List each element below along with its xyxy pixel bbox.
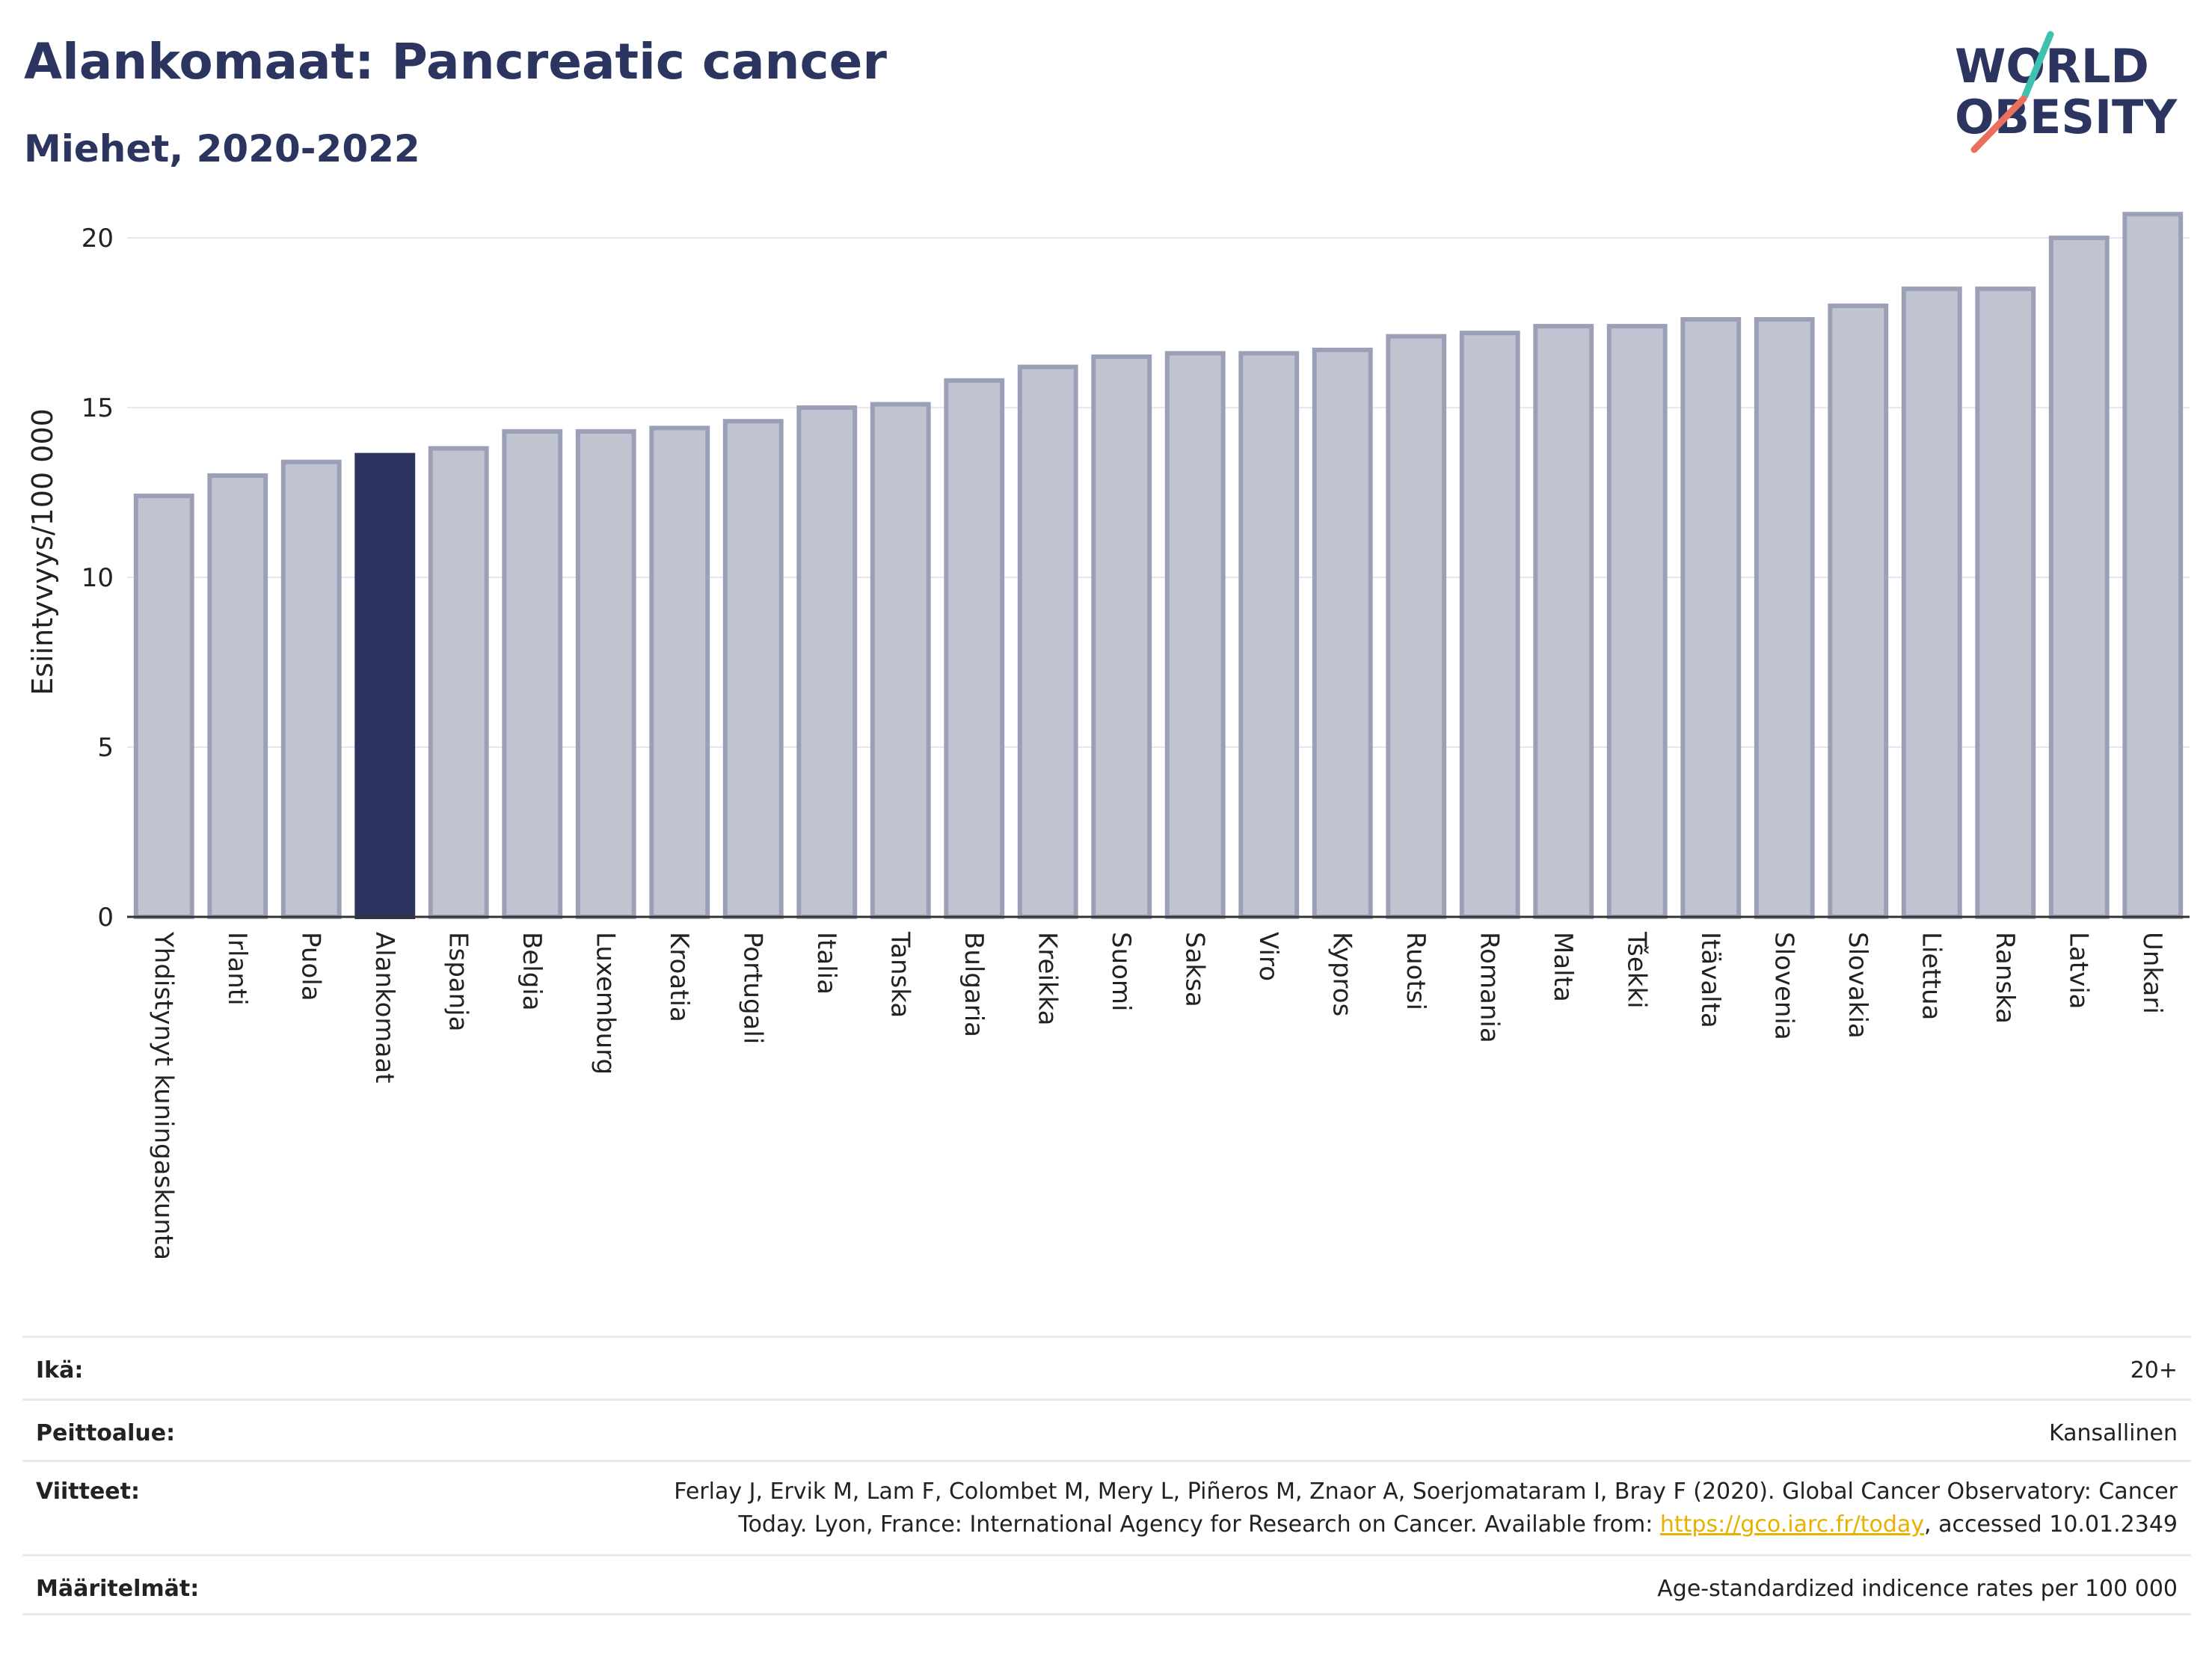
- bar: [870, 402, 931, 919]
- x-tick-label: Unkari: [2137, 932, 2167, 1014]
- bar: [575, 429, 636, 919]
- y-tick-label: 15: [82, 393, 114, 423]
- bar: [796, 405, 858, 919]
- bar-chart: 0 5 10 15 20 Esiintyvyys/100 000 Yhdistynyt ku…: [26, 212, 2190, 1260]
- bar: [944, 378, 1005, 919]
- x-tick-label: Puola: [295, 932, 325, 1001]
- bar: [1754, 317, 1815, 919]
- bar: [1606, 324, 1668, 920]
- y-tick-label: 5: [97, 733, 114, 763]
- x-tick-label: Latvia: [2063, 932, 2093, 1010]
- x-tick-label: Irlanti: [222, 932, 252, 1006]
- footer-row-coverage: Peittoalue: Kansallinen: [22, 1398, 2191, 1460]
- references-line-2: Today. Lyon, France: International Agenc…: [738, 1511, 1660, 1538]
- footer-row-references: Viitteet: Ferlay J, Ervik M, Lam F, Colo…: [22, 1460, 2191, 1554]
- x-tick-label: Slovakia: [1843, 932, 1872, 1039]
- bar: [1680, 317, 1742, 919]
- bar: [1164, 351, 1226, 919]
- references-line-1: Ferlay J, Ervik M, Lam F, Colombet M, Me…: [674, 1479, 2178, 1505]
- x-tick-label: Belgia: [517, 932, 547, 1011]
- bar-highlighted: [354, 452, 416, 919]
- bar: [428, 446, 489, 919]
- bar: [1238, 351, 1300, 919]
- bar: [1017, 364, 1078, 919]
- bar: [1312, 347, 1373, 920]
- chart-footer: Ikä: 20+ Peittoalue: Kansallinen Viittee…: [22, 1336, 2191, 1615]
- bar: [1091, 354, 1152, 919]
- footer-row-definitions: Määritelmät: Age-standardized indicence …: [22, 1554, 2191, 1615]
- x-tick-label: Itävalta: [1695, 932, 1725, 1028]
- y-axis-label: Esiintyvyys/100 000: [26, 408, 59, 696]
- page-subtitle: Miehet, 2020-2022: [24, 127, 420, 171]
- x-tick-label: Kroatia: [664, 932, 694, 1022]
- bar: [502, 429, 563, 919]
- bar: [722, 419, 784, 919]
- x-tick-label: Suomi: [1106, 932, 1136, 1012]
- bar: [1386, 334, 1447, 919]
- references-label: Viitteet:: [36, 1479, 140, 1505]
- x-tick-label: Portugali: [737, 932, 767, 1044]
- x-tick-label: Slovenia: [1769, 932, 1798, 1040]
- x-tick-label: Romania: [1474, 932, 1504, 1043]
- x-tick-label: Italia: [811, 932, 841, 995]
- x-tick-label: Viro: [1253, 932, 1283, 981]
- x-tick-label: Alankomaat: [369, 932, 399, 1084]
- x-tick-label: Ruotsi: [1401, 932, 1431, 1010]
- x-tick-label: Tanska: [885, 931, 915, 1018]
- logo-slash-coral: [1970, 95, 2027, 153]
- bar: [1828, 303, 1889, 919]
- x-tick-label: Yhdistynyt kuningaskunta: [148, 931, 178, 1260]
- definitions-value: Age-standardized indicence rates per 100…: [1657, 1576, 2178, 1602]
- age-label: Ikä:: [36, 1357, 84, 1384]
- logo-slash-teal: [2021, 31, 2054, 99]
- footer-row-age: Ikä: 20+: [22, 1336, 2191, 1398]
- bar: [1975, 286, 2036, 919]
- x-tick-label: Luxemburg: [590, 932, 620, 1075]
- x-tick-label: Saksa: [1179, 932, 1209, 1007]
- age-value: 20+: [2130, 1357, 2178, 1384]
- bar: [280, 459, 342, 919]
- x-tick-label: Malta: [1548, 932, 1578, 1002]
- bar: [649, 426, 710, 919]
- y-tick-label: 20: [82, 224, 114, 254]
- references-accessed: , accessed 10.01.2349: [1924, 1511, 2178, 1538]
- x-tick-label: Bulgaria: [959, 932, 989, 1037]
- y-tick-label: 10: [82, 563, 114, 593]
- y-tick-label: 0: [97, 903, 114, 933]
- x-tick-label: Ranska: [1990, 932, 2020, 1024]
- x-tick-label: Kreikka: [1032, 932, 1062, 1026]
- coverage-value: Kansallinen: [2048, 1420, 2178, 1446]
- bar: [207, 473, 268, 919]
- gco-link[interactable]: https://gco.iarc.fr/today: [1659, 1511, 1925, 1538]
- x-tick-label: Espanja: [443, 932, 473, 1031]
- x-tick-label: Kypros: [1327, 932, 1357, 1016]
- bar: [2122, 212, 2184, 919]
- logo-word-1: WORLD: [1955, 39, 2149, 93]
- bar: [1459, 331, 1520, 919]
- x-tick-label: Tšekki: [1621, 931, 1651, 1009]
- references-text: Ferlay J, Ervik M, Lam F, Colombet M, Me…: [674, 1476, 2178, 1541]
- definitions-label: Määritelmät:: [36, 1576, 200, 1602]
- page-title: Alankomaat: Pancreatic cancer: [24, 33, 887, 90]
- bar: [133, 494, 194, 919]
- x-tick-label: Liettua: [1916, 932, 1946, 1020]
- bar: [1901, 286, 1962, 919]
- bar: [2048, 236, 2110, 919]
- bar: [1533, 324, 1594, 920]
- world-obesity-logo: WORLD OBESITY: [1955, 31, 2178, 153]
- coverage-label: Peittoalue:: [36, 1420, 176, 1446]
